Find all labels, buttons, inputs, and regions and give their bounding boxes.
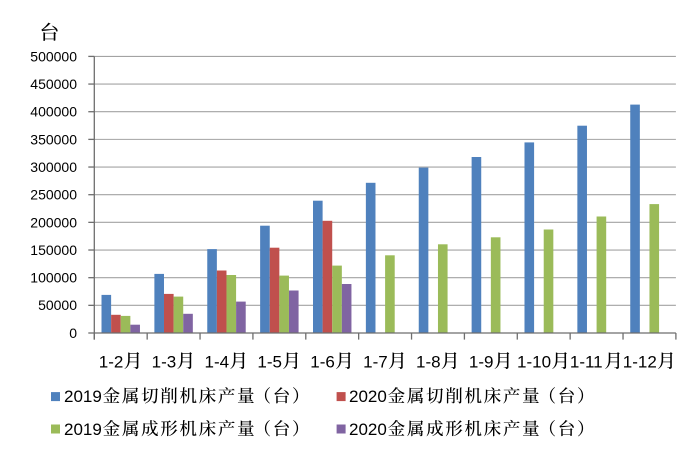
svg-text:350000: 350000 bbox=[30, 131, 77, 147]
svg-text:1-10: 1-10 bbox=[517, 353, 551, 372]
svg-text:1-4: 1-4 bbox=[205, 353, 230, 372]
svg-text:1-11: 1-11 bbox=[570, 353, 603, 372]
svg-text:250000: 250000 bbox=[30, 187, 77, 203]
svg-text:2019: 2019 bbox=[64, 387, 102, 406]
svg-text:0: 0 bbox=[69, 325, 77, 341]
svg-text:1-5: 1-5 bbox=[257, 353, 282, 372]
svg-text:500000: 500000 bbox=[30, 48, 77, 64]
svg-text:1-9: 1-9 bbox=[469, 353, 494, 372]
svg-text:2020: 2020 bbox=[349, 420, 387, 439]
svg-text:1-7: 1-7 bbox=[363, 353, 388, 372]
svg-text:400000: 400000 bbox=[30, 104, 77, 120]
svg-text:1-3: 1-3 bbox=[152, 353, 177, 372]
svg-text:150000: 150000 bbox=[30, 242, 77, 258]
svg-text:2020: 2020 bbox=[349, 387, 387, 406]
svg-text:1-8: 1-8 bbox=[416, 353, 441, 372]
svg-text:1-2: 1-2 bbox=[99, 353, 124, 372]
svg-text:300000: 300000 bbox=[30, 159, 77, 175]
svg-text:2019: 2019 bbox=[64, 420, 102, 439]
svg-text:1-6: 1-6 bbox=[310, 353, 335, 372]
svg-text:50000: 50000 bbox=[38, 297, 77, 313]
svg-text:100000: 100000 bbox=[30, 270, 77, 286]
svg-text:200000: 200000 bbox=[30, 214, 77, 230]
svg-text:1-12: 1-12 bbox=[623, 353, 657, 372]
svg-text:450000: 450000 bbox=[30, 76, 77, 92]
